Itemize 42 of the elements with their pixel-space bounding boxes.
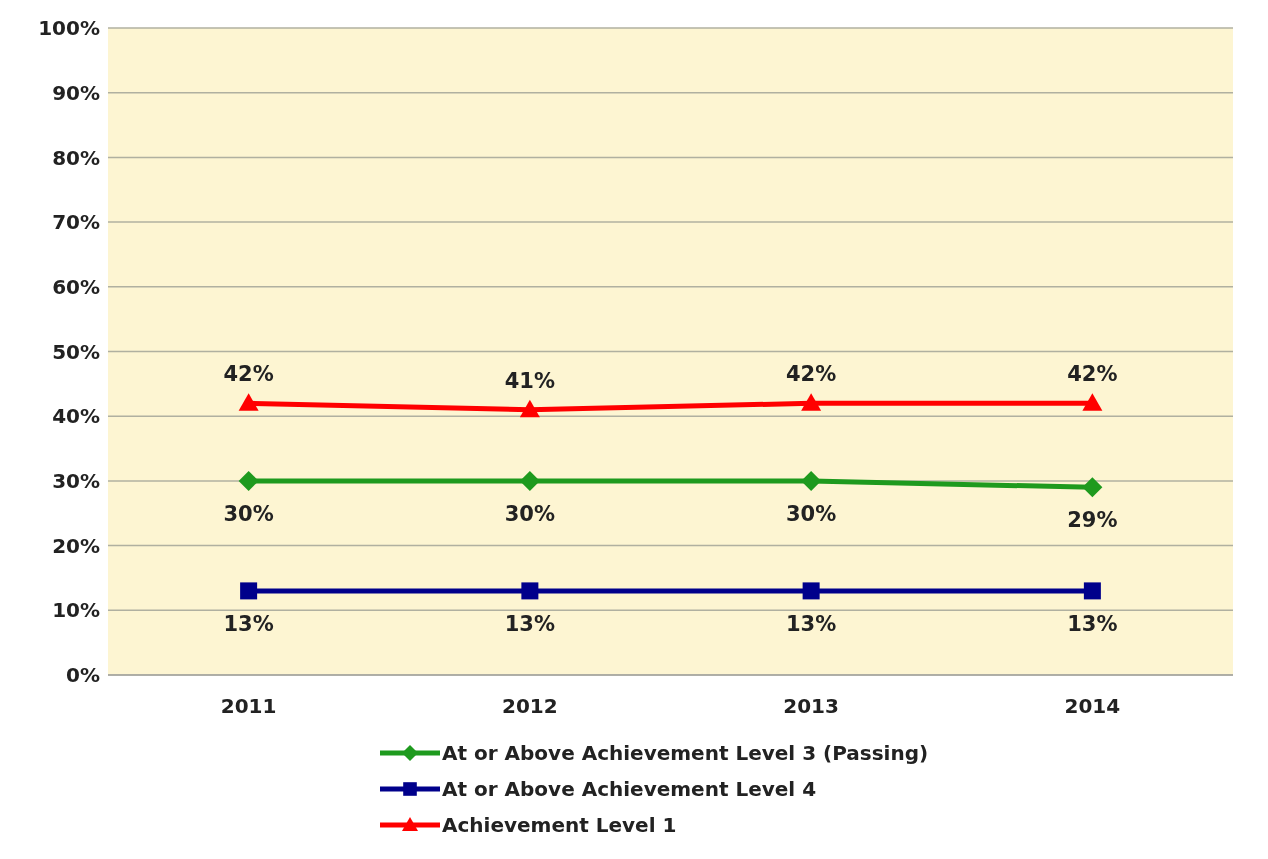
legend-label: Achievement Level 1 <box>442 813 677 837</box>
x-tick-label: 2012 <box>502 694 558 719</box>
point <box>519 470 540 491</box>
y-tick-label: 40% <box>52 404 100 429</box>
y-tick-label: 70% <box>52 210 100 235</box>
y-tick-label: 90% <box>52 80 100 105</box>
data-label: 13% <box>504 611 556 636</box>
point <box>521 582 539 600</box>
point <box>238 470 259 491</box>
point <box>238 393 259 411</box>
data-label: 42% <box>1067 362 1118 387</box>
y-tick-label: 0% <box>66 663 100 688</box>
point <box>1082 393 1103 411</box>
y-tick-label: 50% <box>52 339 100 364</box>
y-tick-label: 20% <box>52 533 100 558</box>
y-tick-label: 30% <box>52 469 100 493</box>
point <box>1082 477 1103 498</box>
point <box>240 582 258 600</box>
data-label: 13% <box>1067 611 1118 636</box>
data-label: 42% <box>785 362 837 387</box>
data-label: 41% <box>504 368 556 393</box>
point <box>801 393 822 411</box>
point <box>1083 582 1101 600</box>
x-tick-label: 2011 <box>220 694 277 719</box>
y-tick-label: 10% <box>52 598 100 623</box>
data-label: 42% <box>223 362 274 387</box>
data-label: 30% <box>504 501 556 526</box>
x-tick-label: 2013 <box>783 694 839 719</box>
point <box>519 399 540 418</box>
data-label: 13% <box>785 611 837 636</box>
legend-label: At or Above Achievement Level 4 <box>442 777 817 801</box>
data-label: 30% <box>223 501 274 526</box>
point <box>801 470 822 491</box>
y-tick-label: 100% <box>38 16 100 41</box>
data-label: 13% <box>223 611 274 636</box>
x-tick-label: 2014 <box>1064 694 1121 719</box>
y-tick-label: 80% <box>52 145 100 170</box>
point <box>802 582 820 600</box>
data-label: 29% <box>1067 508 1118 533</box>
legend-label: At or Above Achievement Level 3 (Passing) <box>442 741 929 765</box>
y-tick-label: 60% <box>52 274 100 299</box>
data-label: 30% <box>785 501 837 526</box>
